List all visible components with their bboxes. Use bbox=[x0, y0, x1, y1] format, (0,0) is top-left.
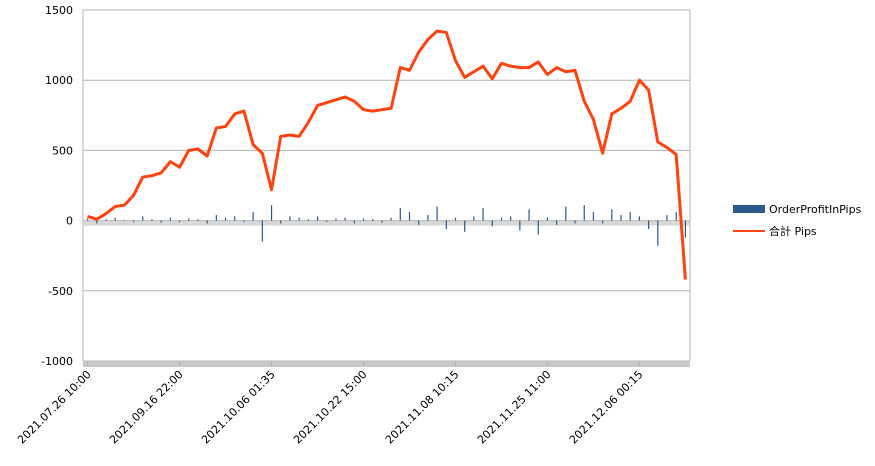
bar bbox=[114, 217, 116, 221]
x-tick-label: 2021.10.22 15:00 bbox=[291, 368, 370, 447]
bar bbox=[454, 217, 457, 221]
bar bbox=[224, 217, 227, 221]
bar bbox=[169, 217, 171, 221]
y-tick-label: -1000 bbox=[41, 355, 73, 368]
bar bbox=[565, 206, 567, 221]
bar bbox=[197, 219, 199, 221]
bar bbox=[123, 219, 125, 221]
bar bbox=[528, 209, 530, 221]
legend: OrderProfitInPips 合計 Pips bbox=[733, 203, 862, 238]
x-tick-label: 2021.11.25 11:00 bbox=[475, 368, 554, 447]
bar bbox=[362, 218, 365, 221]
y-tick-label: 500 bbox=[52, 144, 73, 157]
bar bbox=[556, 220, 558, 225]
bar bbox=[142, 216, 144, 221]
bar bbox=[482, 207, 484, 221]
y-tick-label: -500 bbox=[48, 285, 73, 298]
x-tick-label: 2021.09.16 22:00 bbox=[107, 368, 186, 447]
bar bbox=[408, 212, 411, 221]
bar bbox=[261, 220, 263, 242]
bar bbox=[307, 219, 309, 221]
x-axis-band bbox=[83, 361, 690, 367]
bar bbox=[602, 220, 604, 224]
bar bbox=[427, 214, 429, 221]
bar bbox=[675, 212, 677, 221]
bar bbox=[335, 218, 337, 221]
bar bbox=[353, 220, 355, 224]
bar bbox=[390, 217, 392, 221]
bar bbox=[510, 216, 512, 221]
bar bbox=[592, 212, 595, 221]
bar bbox=[473, 216, 475, 221]
bar bbox=[243, 220, 245, 223]
bar bbox=[215, 214, 217, 221]
bar bbox=[206, 220, 208, 224]
bar bbox=[132, 220, 135, 223]
x-tick-label: 2021.11.08 10:15 bbox=[383, 368, 462, 447]
bar bbox=[546, 217, 549, 221]
bar bbox=[372, 219, 374, 221]
bar bbox=[280, 220, 282, 224]
bar bbox=[666, 214, 668, 221]
bar bbox=[86, 218, 89, 221]
bar bbox=[105, 219, 107, 221]
legend-swatch bbox=[733, 205, 765, 213]
bar bbox=[316, 216, 319, 221]
bar bbox=[491, 220, 493, 227]
bar bbox=[445, 220, 447, 230]
bar bbox=[418, 220, 420, 225]
bar bbox=[638, 216, 641, 221]
bar bbox=[381, 220, 383, 223]
bar bbox=[188, 218, 190, 221]
x-tick-label: 2021.10.06 01:35 bbox=[199, 368, 278, 447]
bar bbox=[500, 217, 503, 221]
bar bbox=[537, 220, 539, 235]
legend-label: OrderProfitInPips bbox=[769, 203, 862, 216]
bar bbox=[583, 205, 585, 221]
y-tick-label: 0 bbox=[66, 215, 73, 228]
y-tick-label: 1500 bbox=[45, 4, 73, 17]
bar bbox=[436, 206, 438, 221]
bar bbox=[399, 207, 401, 221]
y-tick-label: 1000 bbox=[45, 74, 73, 87]
bar bbox=[151, 219, 153, 221]
bar bbox=[160, 220, 162, 223]
bar bbox=[252, 212, 254, 221]
legend-label: 合計 Pips bbox=[769, 224, 817, 238]
marks bbox=[83, 29, 690, 280]
x-tick-label: 2021.07.26 10:00 bbox=[15, 368, 94, 447]
bar bbox=[611, 209, 613, 221]
bar bbox=[289, 216, 291, 221]
bar bbox=[96, 220, 98, 224]
x-tick-label: 2021.12.06 00:15 bbox=[567, 368, 646, 447]
bar bbox=[178, 220, 181, 223]
bar bbox=[629, 212, 631, 221]
bar bbox=[326, 220, 328, 223]
bar bbox=[648, 220, 650, 230]
bar bbox=[684, 220, 687, 238]
bar bbox=[344, 217, 346, 221]
bar bbox=[298, 217, 300, 221]
bar bbox=[464, 220, 466, 232]
bar bbox=[574, 220, 576, 224]
bar bbox=[620, 214, 622, 221]
line bbox=[87, 29, 687, 280]
plot-area bbox=[82, 9, 691, 362]
bar bbox=[270, 205, 273, 221]
bar bbox=[519, 220, 521, 231]
bar bbox=[234, 216, 236, 221]
bar bbox=[657, 220, 659, 246]
zero-band bbox=[83, 220, 690, 226]
